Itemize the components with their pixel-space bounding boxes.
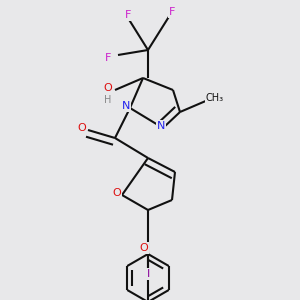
Text: N: N	[157, 121, 165, 131]
Text: F: F	[125, 10, 131, 20]
Text: F: F	[169, 7, 175, 17]
Text: O: O	[103, 83, 112, 93]
Text: CH₃: CH₃	[206, 93, 224, 103]
Text: O: O	[140, 243, 148, 253]
Text: N: N	[122, 101, 130, 111]
Text: I: I	[146, 269, 150, 279]
Text: O: O	[78, 123, 86, 133]
Text: H: H	[104, 95, 112, 105]
Text: F: F	[105, 53, 111, 63]
Text: O: O	[112, 188, 122, 198]
